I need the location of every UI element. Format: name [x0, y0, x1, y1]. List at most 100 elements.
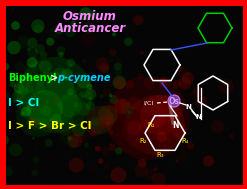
Circle shape — [79, 7, 92, 20]
Circle shape — [15, 61, 24, 71]
Circle shape — [151, 105, 161, 115]
Circle shape — [46, 121, 56, 131]
Circle shape — [122, 112, 158, 148]
Circle shape — [14, 83, 24, 94]
Circle shape — [85, 57, 88, 59]
Circle shape — [117, 59, 121, 63]
Circle shape — [140, 95, 180, 135]
Circle shape — [46, 38, 54, 46]
Circle shape — [117, 133, 119, 136]
Circle shape — [17, 57, 93, 133]
Circle shape — [32, 137, 35, 139]
Circle shape — [152, 122, 159, 129]
Text: Biphenyl: Biphenyl — [8, 73, 57, 83]
Circle shape — [0, 100, 6, 110]
Circle shape — [53, 67, 67, 81]
Text: I > Cl: I > Cl — [8, 98, 39, 108]
Circle shape — [13, 99, 18, 103]
Circle shape — [198, 97, 206, 105]
Circle shape — [124, 37, 133, 46]
Circle shape — [32, 156, 39, 163]
Circle shape — [133, 15, 143, 26]
Circle shape — [49, 118, 53, 122]
Circle shape — [110, 59, 113, 62]
Circle shape — [78, 83, 88, 92]
Circle shape — [152, 92, 155, 94]
Circle shape — [176, 66, 189, 79]
Circle shape — [87, 120, 103, 136]
Circle shape — [32, 105, 38, 111]
Circle shape — [138, 159, 146, 168]
Circle shape — [66, 126, 80, 140]
Text: R₁: R₁ — [147, 122, 155, 128]
Circle shape — [180, 144, 186, 150]
Text: R₄: R₄ — [181, 138, 189, 144]
Text: R₂: R₂ — [139, 138, 147, 144]
Circle shape — [160, 81, 165, 86]
Circle shape — [79, 92, 84, 97]
Circle shape — [180, 82, 188, 91]
Circle shape — [153, 167, 158, 171]
Circle shape — [193, 86, 204, 97]
Circle shape — [48, 68, 50, 70]
Circle shape — [98, 158, 103, 164]
Circle shape — [193, 113, 195, 115]
Text: Os: Os — [168, 97, 180, 105]
Circle shape — [34, 25, 43, 34]
Circle shape — [151, 110, 154, 113]
Circle shape — [125, 80, 134, 89]
Circle shape — [83, 125, 96, 138]
Circle shape — [89, 97, 91, 99]
Circle shape — [1, 76, 5, 80]
Circle shape — [99, 115, 111, 128]
Circle shape — [182, 72, 194, 84]
Circle shape — [123, 171, 126, 174]
Circle shape — [14, 74, 46, 106]
Circle shape — [84, 143, 89, 147]
Circle shape — [27, 47, 38, 58]
Circle shape — [134, 163, 148, 177]
Circle shape — [163, 79, 166, 82]
Circle shape — [106, 111, 134, 139]
Circle shape — [9, 143, 22, 156]
Text: N: N — [172, 121, 178, 129]
Circle shape — [76, 93, 86, 104]
Circle shape — [82, 94, 86, 99]
Circle shape — [39, 60, 52, 73]
Circle shape — [211, 120, 224, 133]
Circle shape — [109, 95, 118, 104]
Circle shape — [12, 90, 23, 102]
Circle shape — [152, 136, 155, 139]
Circle shape — [57, 52, 63, 59]
Circle shape — [29, 117, 39, 127]
Circle shape — [153, 105, 155, 107]
Circle shape — [55, 115, 75, 135]
Circle shape — [3, 91, 10, 98]
Circle shape — [0, 90, 4, 98]
Circle shape — [127, 120, 142, 135]
Circle shape — [158, 104, 168, 114]
Circle shape — [27, 90, 63, 126]
Circle shape — [156, 94, 184, 122]
Circle shape — [167, 94, 170, 98]
Circle shape — [165, 137, 172, 144]
Circle shape — [178, 119, 185, 126]
Circle shape — [10, 81, 16, 88]
Circle shape — [81, 32, 96, 47]
Circle shape — [182, 67, 185, 69]
Circle shape — [95, 57, 109, 71]
Text: R₃: R₃ — [156, 152, 164, 158]
Circle shape — [68, 134, 82, 148]
Circle shape — [72, 98, 86, 112]
Circle shape — [137, 72, 144, 80]
Circle shape — [3, 167, 13, 176]
Circle shape — [12, 8, 14, 10]
Circle shape — [125, 95, 185, 155]
Circle shape — [110, 167, 126, 183]
Circle shape — [77, 74, 90, 88]
Circle shape — [175, 159, 179, 163]
Circle shape — [159, 77, 167, 85]
Circle shape — [27, 46, 31, 51]
Circle shape — [11, 21, 20, 30]
Text: N: N — [195, 114, 201, 120]
